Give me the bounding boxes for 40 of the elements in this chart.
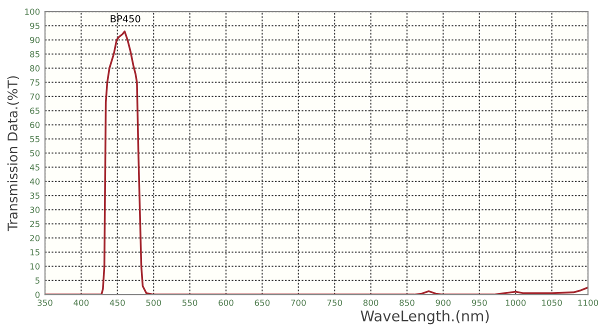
y-tick-label: 80 [30,65,40,72]
x-tick-label: 1000 [506,300,526,306]
y-tick-label: 15 [30,249,40,256]
y-tick-label: 5 [35,278,40,284]
x-tick-label: 800 [363,300,378,306]
y-tick-label: 90 [30,36,40,44]
y-tick-label: 100 [25,8,40,15]
y-tick-label: 40 [30,178,40,185]
y-tick-label: 50 [30,150,40,156]
y-tick-label: 0 [35,292,40,298]
x-tick-label: 1050 [542,300,562,306]
annotation: BP450 [110,15,140,22]
x-tick-label: 400 [74,300,89,306]
y-tick-label: 95 [30,22,40,30]
x-tick-label: 450 [110,300,125,306]
y-axis-title: Transmission Data.(%T) [7,76,20,232]
y-tick-label: 30 [30,206,40,213]
y-tick-label: 75 [30,79,40,86]
y-tick-label: 85 [30,51,40,58]
y-tick-label: 20 [30,234,40,242]
y-tick-label: 10 [30,263,40,270]
y-tick-label: 60 [30,122,40,128]
x-tick-label: 750 [327,300,342,306]
y-tick-label: 65 [30,108,40,114]
x-tick-label: 900 [436,300,451,306]
x-tick-label: 950 [472,300,487,306]
x-tick-label: 1100 [578,300,598,306]
x-tick-label: 350 [38,300,52,306]
y-tick-label: 45 [30,164,40,171]
y-tick-label: 70 [30,93,40,100]
y-tick-label: 55 [30,136,40,142]
x-tick-label: 700 [291,300,306,306]
x-tick-label: 850 [400,300,414,306]
x-tick-label: 550 [182,300,198,306]
y-tick-label: 35 [30,192,40,199]
x-tick-label: 500 [146,300,161,306]
y-tick-label: 25 [30,220,40,228]
x-axis-title: WaveLength.(nm) [360,310,489,324]
x-tick-label: 600 [218,300,234,306]
x-tick-label: 650 [254,300,270,306]
